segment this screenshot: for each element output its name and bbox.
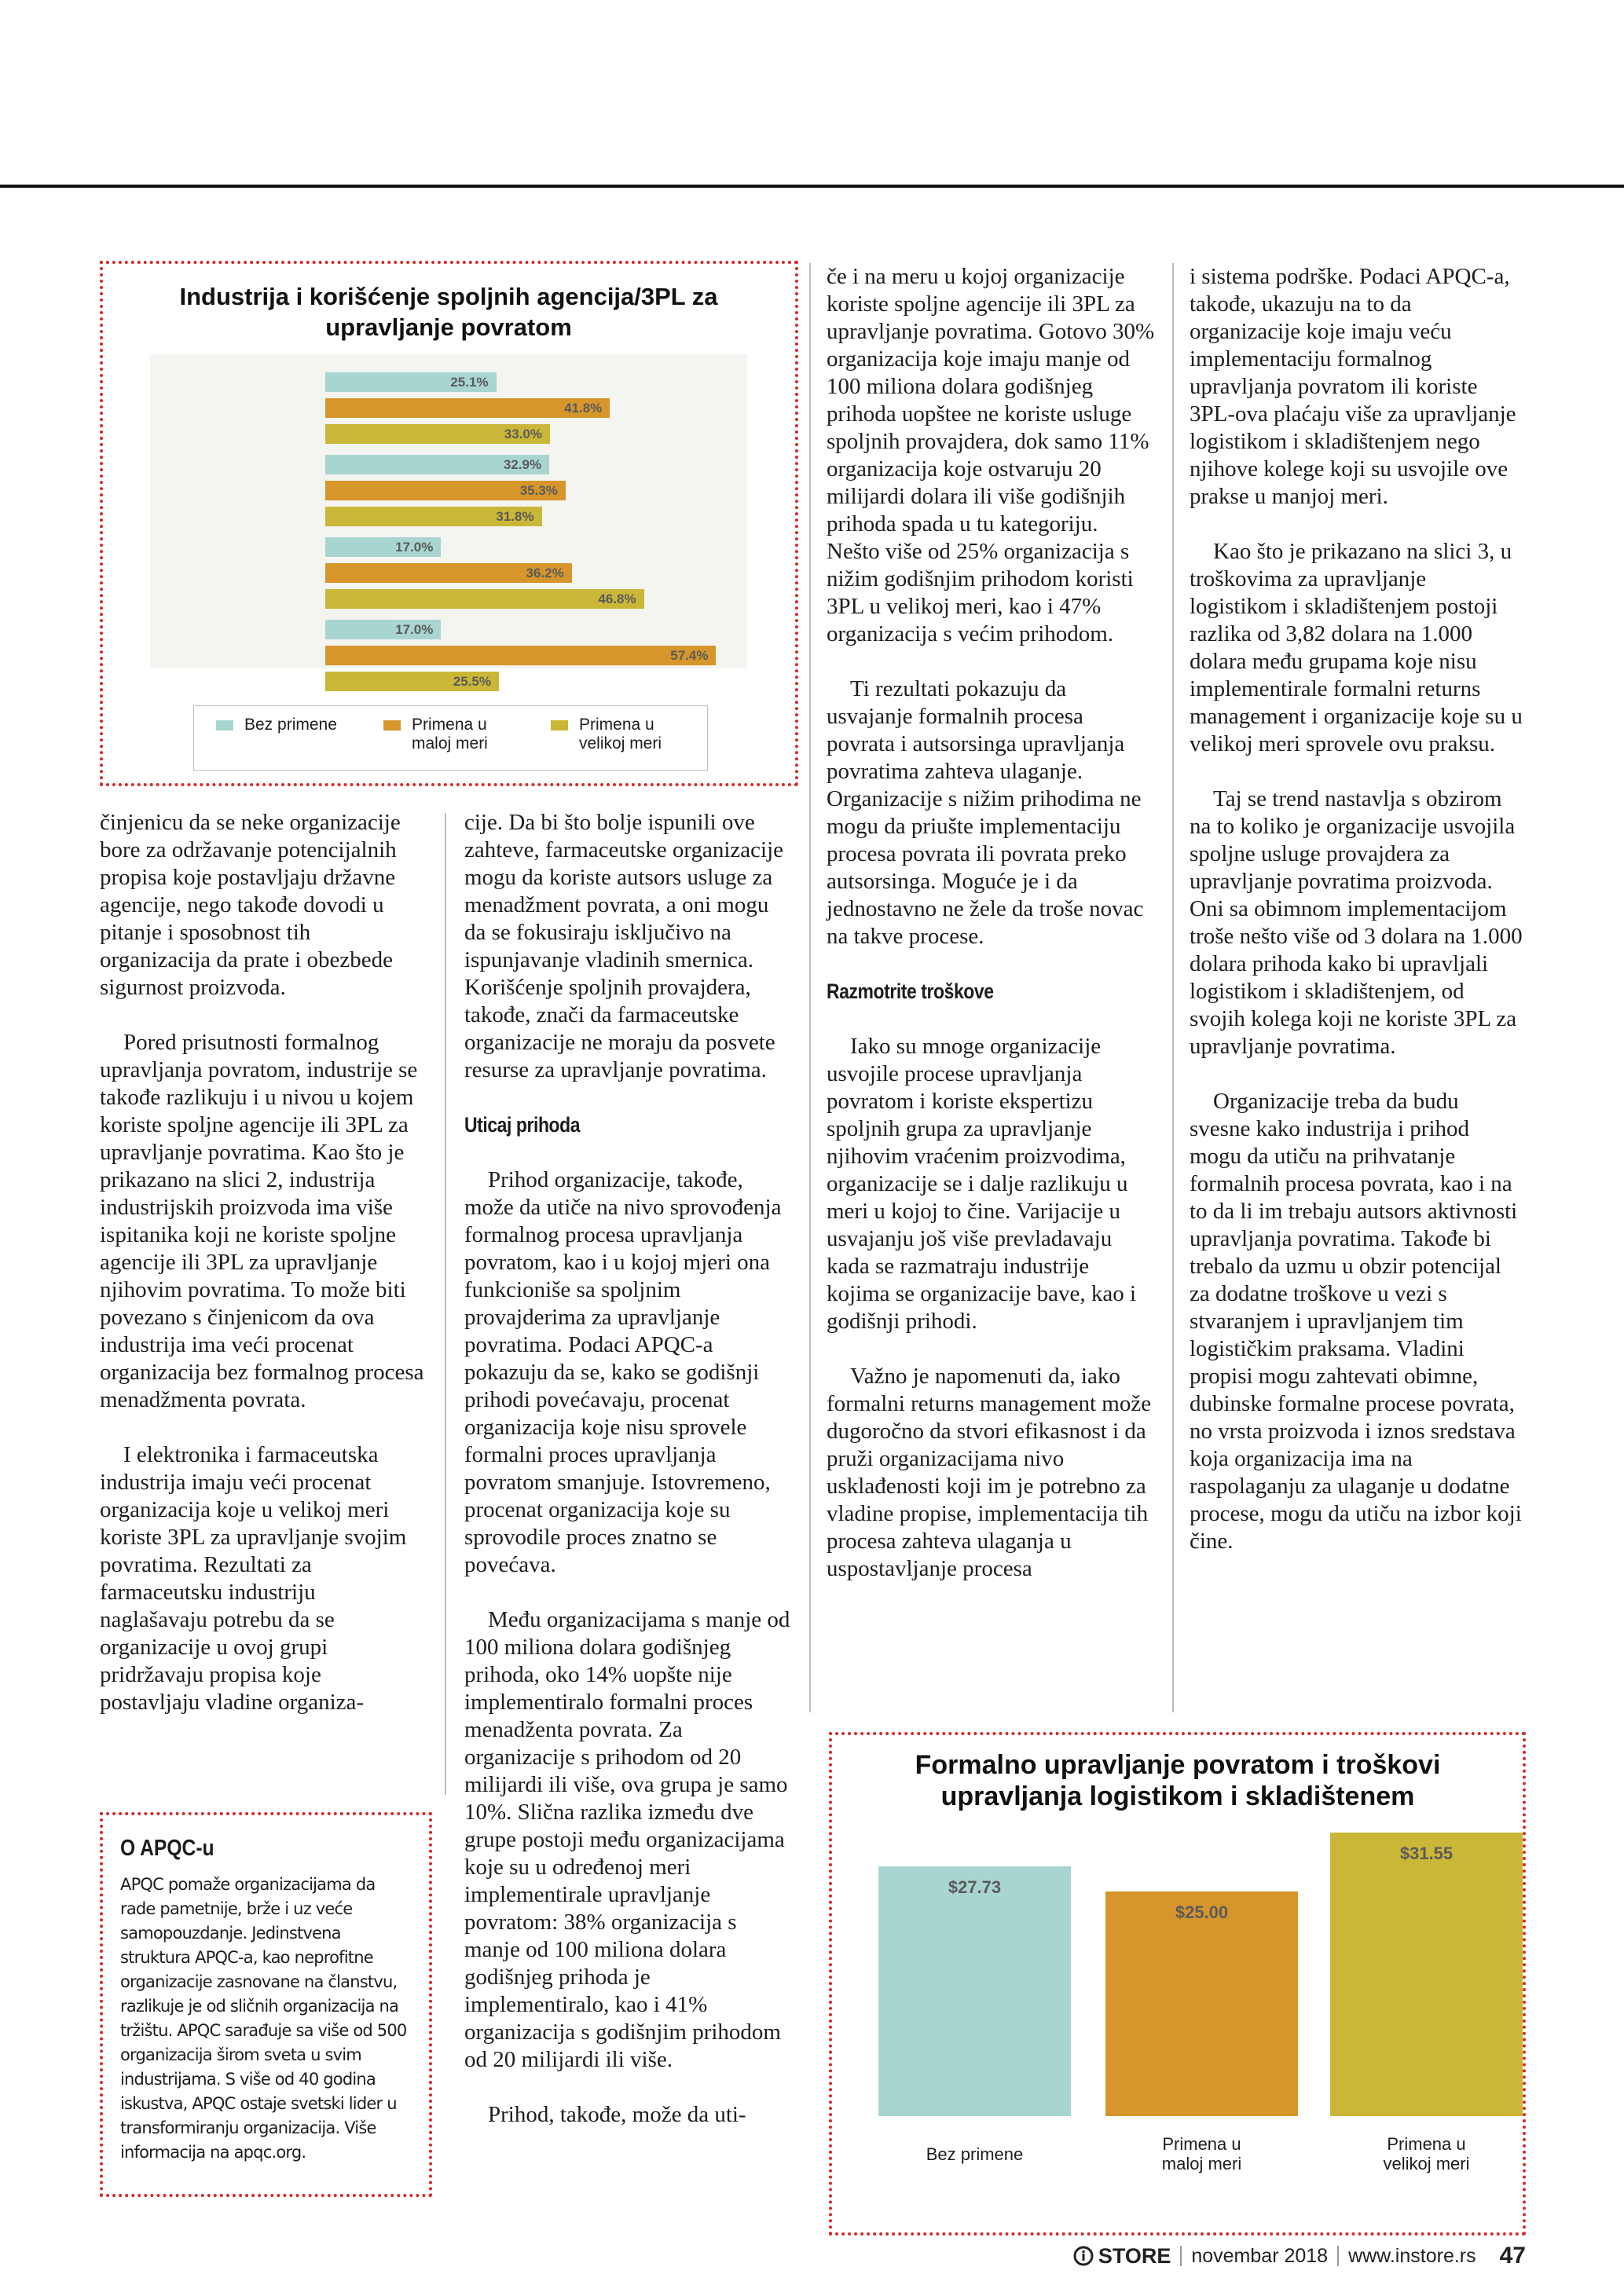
legend-swatch	[383, 720, 401, 731]
chart-box: Formalno upravljanje povratom i troškovi…	[829, 1732, 1526, 2236]
section-heading: Razmotrite troškove	[827, 980, 994, 1003]
legend-label: Primena u velikoj meri	[579, 716, 662, 753]
section-heading: Uticaj prihoda	[464, 1113, 581, 1137]
bar	[325, 481, 566, 500]
text-column: če i na meru u kojoj organizacije korist…	[827, 263, 1157, 1610]
paragraph: Važno je napomenuti da, iako formalni re…	[827, 1364, 1152, 1581]
bar	[325, 672, 499, 691]
page-number: 47	[1499, 2243, 1526, 2269]
separator	[1180, 2246, 1182, 2266]
sidebar-title: O APQC-u	[120, 1836, 214, 1861]
bar	[325, 563, 572, 583]
sidebar-text: APQC pomaže organizacijama da rade pamet…	[120, 1875, 407, 2162]
bar	[325, 646, 717, 665]
bar	[325, 507, 542, 526]
bar	[1105, 1891, 1298, 2116]
value-label: 32.9%	[503, 457, 542, 472]
bar	[325, 620, 442, 639]
value-label: 35.3%	[519, 483, 558, 498]
paragraph: i sistema podrške. Podaci APQC-a, takođe…	[1190, 264, 1516, 509]
paragraph: činjenicu da se neke organizacije bore z…	[100, 810, 401, 1000]
value-label: 25.5%	[453, 674, 491, 689]
legend-swatch	[551, 720, 568, 731]
bar	[325, 589, 644, 609]
value-label: 57.4%	[670, 648, 709, 663]
url: www.instore.rs	[1348, 2244, 1476, 2267]
value-label: $27.73	[948, 1877, 1002, 1898]
paragraph: Iako su mnoge organizacije usvojile proc…	[827, 1034, 1137, 1334]
value-label: 41.8%	[564, 401, 603, 416]
brand-logo	[1073, 2246, 1094, 2266]
paragraph: Među organizacijama s manje od 100 milio…	[464, 1607, 790, 2072]
legend-label: Primena u maloj meri	[412, 716, 488, 753]
brand: STORE	[1098, 2243, 1171, 2268]
paragraph: Prihod organizacije, takođe, može da uti…	[464, 1167, 782, 1577]
paragraph: I elektronika i farmaceutska industrija …	[100, 1442, 407, 1715]
legend-swatch	[216, 720, 233, 731]
legend-label: Bez primene	[244, 716, 337, 734]
category-label: Primena u maloj meri	[1161, 2134, 1242, 2173]
chart-title: Formalno upravljanje povratom i troškovi…	[915, 1750, 1441, 1811]
column-divider	[809, 263, 811, 1712]
value-label: 31.8%	[496, 509, 534, 524]
bar	[325, 537, 442, 557]
value-label: 46.8%	[598, 591, 636, 606]
issue: novembar 2018	[1191, 2244, 1329, 2267]
value-label: 17.0%	[395, 622, 434, 637]
paragraph: cije. Da bi što bolje ispunili ove zahte…	[464, 810, 784, 1082]
footer: STORE novembar 2018 www.instore.rs 47	[1073, 2240, 1526, 2272]
top-rule	[0, 185, 1624, 188]
paragraph: Organizacije treba da budu svesne kako i…	[1190, 1089, 1522, 1554]
category-label: Bez primene	[926, 2144, 1024, 2164]
value-label: 36.2%	[526, 566, 564, 580]
column-divider	[445, 813, 446, 1795]
paragraph: Pored prisutnosti formalnog upravljanja …	[100, 1030, 424, 1412]
value-label: $31.55	[1399, 1843, 1454, 1863]
chart-box: Industrija i korišćenje spoljnih agencij…	[100, 261, 798, 786]
paragraph: Prihod, takođe, može da uti-	[488, 2102, 746, 2127]
chart-title: Industrija i korišćenje spoljnih agencij…	[179, 283, 718, 341]
value-label: 17.0%	[395, 540, 434, 555]
legend: Bez primene Primena u maloj meri Primena u…	[193, 705, 708, 771]
sidebar-box: O APQC-u APQC pomaže organizacijama da r…	[100, 1812, 432, 2197]
value-label: 33.0%	[504, 427, 542, 441]
text-column: cije. Da bi što bolje ispunili ove zahte…	[464, 809, 793, 2156]
paragraph: če i na meru u kojoj organizacije korist…	[827, 264, 1155, 646]
value-label: 25.1%	[450, 375, 489, 390]
paragraph: Kao što je prikazano na slici 3, u trošk…	[1190, 539, 1523, 756]
paragraph: Taj se trend nastavlja s obzirom na to k…	[1190, 786, 1523, 1059]
text-column: činjenicu da se neke organizacije bore z…	[100, 809, 426, 1744]
bar	[325, 424, 550, 444]
text-column: i sistema podrške. Podaci APQC-a, takođe…	[1190, 263, 1523, 1583]
bar	[325, 455, 550, 474]
bar	[1330, 1832, 1523, 2116]
category-label: Primena u velikoj meri	[1383, 2134, 1470, 2173]
bar	[325, 372, 497, 392]
value-label: $25.00	[1175, 1902, 1229, 1922]
column-divider	[1172, 263, 1174, 1712]
paragraph: Ti rezultati pokazuju da usvajanje forma…	[827, 676, 1144, 949]
bar	[878, 1866, 1071, 2116]
bar	[325, 398, 610, 418]
separator	[1337, 2246, 1340, 2266]
